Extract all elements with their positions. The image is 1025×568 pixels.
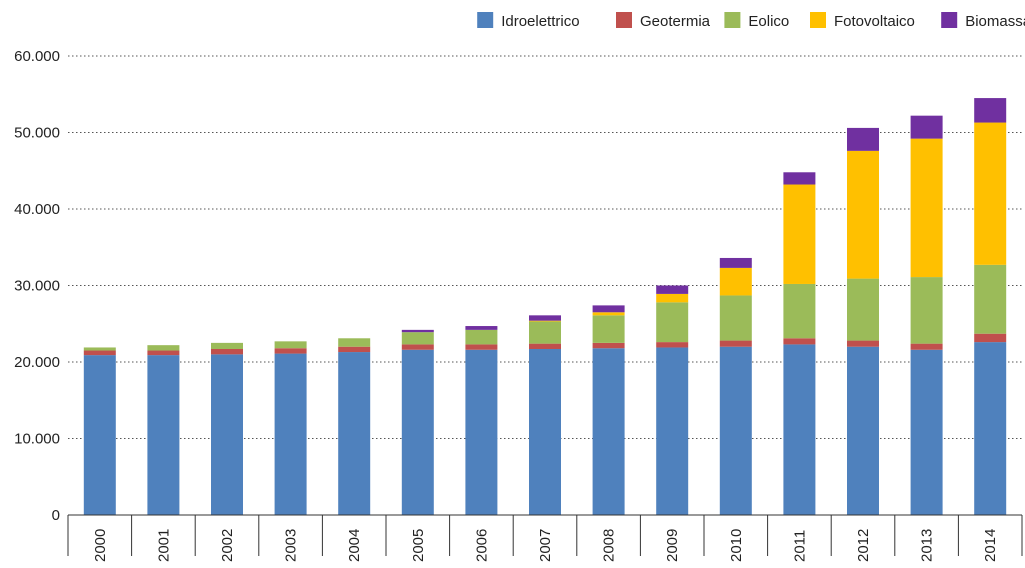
x-tick-label: 2009 [664, 529, 681, 562]
bar-segment [783, 344, 816, 515]
legend-swatch [616, 12, 632, 28]
bar-segment [719, 340, 752, 347]
x-tick-label: 2001 [155, 529, 172, 562]
x-tick-label: 2002 [219, 529, 236, 562]
bar-segment [847, 346, 879, 515]
bar-segment [847, 278, 879, 341]
bar-segment [465, 326, 498, 330]
bar-segment [592, 342, 625, 349]
bar-segment [529, 348, 561, 515]
bar-segment [656, 342, 689, 348]
bar-segment [719, 295, 752, 341]
bar-segment [656, 347, 689, 515]
legend-swatch [724, 12, 741, 28]
bar-segment [783, 172, 816, 185]
bar-segment [211, 354, 243, 515]
bar-segment [465, 344, 498, 350]
bar-segment [401, 344, 434, 350]
x-tick-label: 2011 [791, 530, 808, 562]
bar-segment [910, 343, 943, 350]
x-tick-label: 2014 [982, 529, 999, 562]
bar-segment [83, 355, 116, 515]
legend-swatch [477, 12, 494, 28]
bar-segment [847, 127, 879, 151]
bar-segment [719, 346, 752, 515]
bar-segment [274, 353, 307, 515]
bar-segment [274, 348, 307, 354]
y-tick-label: 0 [52, 507, 60, 524]
bar-segment [656, 293, 689, 303]
bar-segment [592, 348, 625, 515]
bar-segment [656, 285, 689, 294]
bar-segment [401, 332, 434, 345]
bar-segment [401, 329, 434, 333]
legend-label: Idroelettrico [501, 13, 579, 30]
bar-segment [592, 315, 625, 343]
bar-segment [147, 345, 180, 351]
bar-segment [211, 342, 243, 349]
bar-segment [910, 138, 943, 278]
bar-segment [910, 277, 943, 344]
legend-label: Biomassa [965, 13, 1025, 30]
bar-segment [529, 321, 561, 344]
legend-label: Geotermia [640, 13, 711, 30]
bar-segment [83, 350, 116, 356]
y-tick-label: 50.000 [14, 125, 60, 142]
x-tick-label: 2003 [283, 529, 300, 562]
bar-segment [465, 329, 498, 345]
y-tick-label: 20.000 [14, 354, 60, 371]
bar-segment [147, 355, 180, 515]
bar-segment [910, 349, 943, 515]
bar-segment [338, 352, 371, 515]
y-tick-label: 30.000 [14, 278, 60, 295]
y-tick-label: 40.000 [14, 201, 60, 218]
bar-segment [847, 340, 879, 347]
x-tick-label: 2005 [410, 529, 427, 562]
legend-label: Eolico [748, 13, 789, 30]
bar-segment [847, 150, 879, 279]
bar-segment [274, 341, 307, 349]
bar-segment [338, 346, 371, 353]
bar-segment [338, 338, 371, 347]
bar-segment [529, 320, 561, 322]
bar-segment [465, 349, 498, 515]
bar-segment [529, 343, 561, 349]
bar-segment [783, 184, 816, 284]
x-tick-label: 2007 [537, 529, 554, 562]
x-tick-label: 2006 [473, 529, 490, 562]
x-tick-label: 2012 [855, 529, 872, 562]
bar-segment [211, 348, 243, 355]
bar-segment [401, 349, 434, 515]
legend-swatch [810, 12, 826, 28]
bar-segment [974, 342, 1007, 515]
bar-segment [719, 267, 752, 296]
bar-segment [719, 257, 752, 268]
bar-segment [783, 338, 816, 345]
legend-swatch [941, 12, 958, 28]
bar-segment [974, 98, 1007, 123]
bar-segment [783, 283, 816, 339]
bar-segment [592, 305, 625, 313]
x-tick-label: 2013 [919, 529, 936, 562]
legend-label: Fotovoltaico [834, 13, 915, 30]
bar-segment [83, 347, 116, 351]
bar-segment [656, 302, 689, 343]
y-tick-label: 10.000 [14, 431, 60, 448]
bar-segment [974, 264, 1007, 334]
y-tick-label: 60.000 [14, 48, 60, 65]
x-tick-label: 2004 [346, 529, 363, 562]
bar-segment [147, 350, 180, 356]
bar-segment [529, 315, 561, 321]
bar-segment [592, 312, 625, 316]
bar-segment [974, 122, 1007, 265]
x-tick-label: 2000 [92, 529, 109, 562]
x-tick-label: 2010 [728, 529, 745, 562]
bar-segment [974, 333, 1007, 343]
bar-segment [910, 115, 943, 139]
x-tick-label: 2008 [601, 529, 618, 562]
